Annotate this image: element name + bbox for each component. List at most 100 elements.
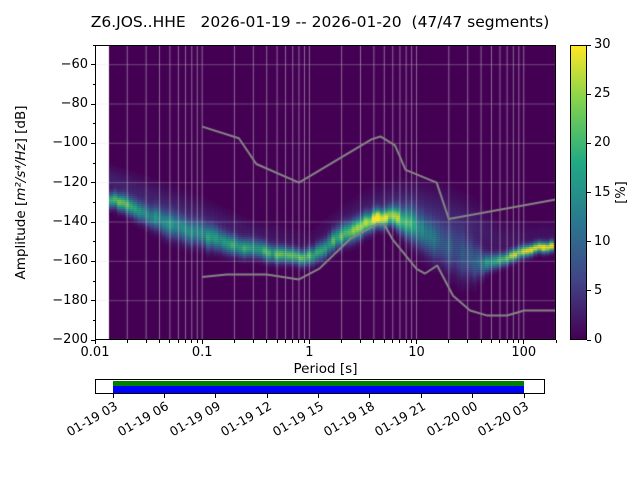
tick-mark [92, 44, 95, 46]
tick-mark [587, 142, 591, 144]
tick-mark [298, 340, 300, 343]
x-tick-label: 0.01 [80, 345, 110, 360]
tick-mark [587, 44, 591, 46]
tick-mark [92, 201, 95, 203]
tick-mark [91, 64, 95, 66]
tick-mark [467, 340, 469, 343]
tick-mark [308, 340, 310, 344]
tick-mark [91, 103, 95, 105]
y-tick-label: −160 [52, 253, 88, 269]
tick-mark [411, 340, 413, 343]
tick-mark [92, 162, 95, 164]
tick-mark [252, 340, 254, 343]
tick-mark [91, 182, 95, 184]
tick-mark [233, 340, 235, 343]
tick-mark [112, 394, 114, 398]
colorbar-tick-label: 30 [594, 37, 611, 52]
tick-mark [416, 340, 418, 344]
tick-mark [405, 340, 407, 343]
y-tick-label: −120 [52, 174, 88, 190]
x-tick-label: 10 [408, 345, 425, 360]
tick-mark [420, 394, 422, 398]
tick-mark [196, 340, 198, 343]
colorbar-tick-label: 20 [594, 135, 611, 151]
y-axis-label-suffix: ] [dB] [13, 105, 29, 144]
tick-mark [472, 394, 474, 398]
tick-mark [480, 340, 482, 343]
y-tick-label: −200 [52, 332, 88, 347]
tick-mark [587, 290, 591, 292]
tick-mark [383, 340, 385, 343]
tick-mark [177, 340, 179, 343]
tick-mark [518, 340, 520, 343]
tick-mark [506, 340, 508, 343]
tick-mark [587, 192, 591, 193]
tick-mark [266, 340, 268, 343]
tick-mark [512, 340, 514, 343]
x-tick-label: 0.1 [191, 345, 213, 360]
x-tick-label: 1 [305, 345, 314, 360]
tick-mark [266, 394, 268, 398]
ppsd-heatmap-plot [95, 45, 556, 340]
tick-mark [369, 394, 371, 398]
tick-mark [373, 340, 375, 343]
tick-mark [163, 394, 165, 398]
colorbar-tick-label: 10 [594, 233, 611, 249]
tick-mark [448, 340, 450, 343]
tick-mark [92, 83, 95, 85]
tick-mark [91, 142, 95, 144]
tick-mark [360, 340, 361, 343]
tick-mark [276, 340, 278, 343]
timeline-data-strip [113, 386, 524, 393]
x-axis-label: Period [s] [293, 361, 358, 377]
y-axis-label-math: m²/s⁴/Hz [13, 143, 29, 201]
tick-mark [285, 340, 287, 343]
colorbar-label: [%] [614, 181, 629, 204]
tick-mark [555, 340, 557, 343]
tick-mark [523, 394, 525, 398]
tick-mark [92, 241, 95, 243]
tick-mark [490, 340, 492, 343]
tick-mark [91, 300, 95, 302]
colorbar-tick-label: 5 [594, 282, 603, 298]
colorbar-tick-label: 25 [594, 86, 611, 102]
y-tick-label: −60 [60, 56, 88, 72]
plot-title: Z6.JOS..HHE 2026-01-19 -- 2026-01-20 (47… [90, 13, 550, 31]
tick-mark [94, 340, 96, 344]
tick-mark [587, 339, 591, 341]
y-tick-label: −180 [52, 292, 88, 308]
tick-mark [318, 394, 319, 398]
tick-mark [159, 340, 161, 343]
tick-mark [341, 340, 343, 343]
tick-mark [587, 241, 591, 243]
tick-mark [169, 340, 171, 343]
tick-mark [587, 93, 591, 95]
colorbar-tick-label: 0 [594, 332, 603, 347]
x-tick-label: 100 [511, 345, 537, 360]
timeline-coverage-bar [95, 379, 545, 394]
tick-mark [145, 340, 147, 343]
tick-mark [91, 260, 95, 262]
tick-mark [523, 340, 525, 344]
tick-mark [92, 123, 95, 125]
tick-mark [92, 280, 95, 282]
tick-mark [201, 340, 203, 344]
y-axis-label-prefix: Amplitude [ [13, 200, 29, 280]
tick-mark [185, 340, 187, 343]
tick-mark [191, 340, 193, 343]
tick-mark [499, 340, 501, 343]
tick-mark [303, 340, 305, 343]
y-tick-label: −80 [60, 96, 88, 111]
tick-mark [215, 394, 217, 398]
colorbar-tick-label: 15 [594, 184, 611, 200]
tick-mark [126, 340, 128, 343]
timeline-coverage-strip [113, 381, 524, 386]
y-tick-label: −100 [52, 135, 88, 151]
y-tick-label: −140 [52, 214, 88, 229]
tick-mark [92, 319, 95, 321]
colorbar [570, 45, 587, 340]
y-axis-label: Amplitude [m²/s⁴/Hz] [dB] [13, 45, 29, 340]
tick-mark [392, 340, 394, 343]
tick-mark [91, 339, 95, 341]
